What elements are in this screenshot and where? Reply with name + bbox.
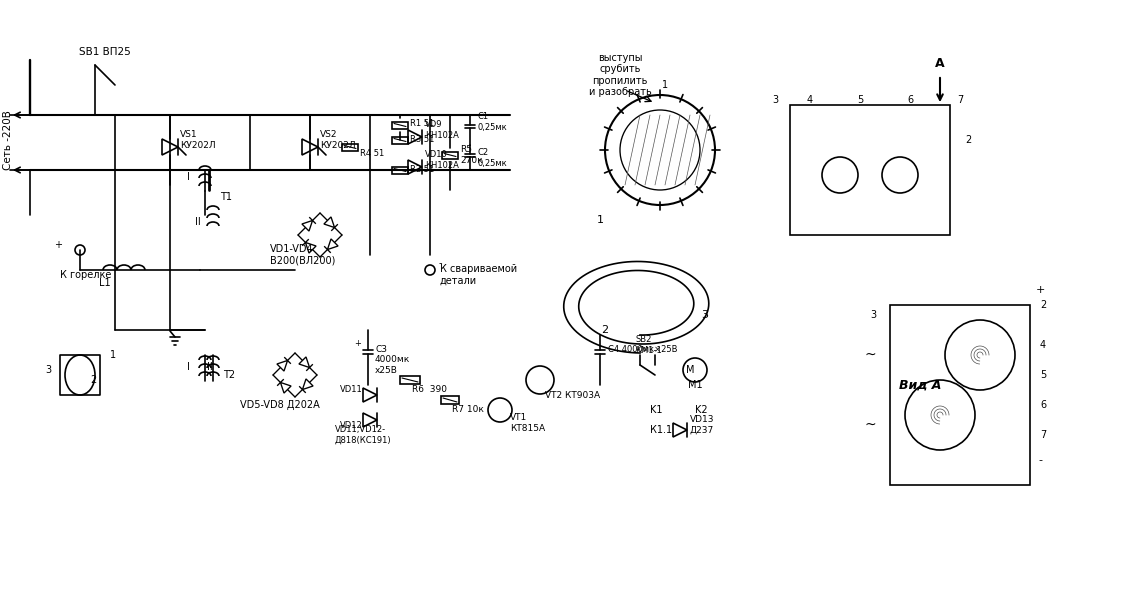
Text: VD10
КН102А: VD10 КН102А: [425, 150, 459, 169]
Text: VD13
Д237: VD13 Д237: [690, 415, 714, 435]
Text: T2: T2: [223, 370, 235, 380]
Text: выступы
срубить
пропилить
и разобрать: выступы срубить пропилить и разобрать: [589, 53, 651, 97]
Text: 3: 3: [772, 95, 778, 105]
Bar: [342, 143, 358, 151]
Text: R5
270к: R5 270к: [460, 145, 483, 165]
Bar: [393, 122, 408, 128]
Bar: [393, 166, 408, 174]
Text: +: +: [54, 240, 62, 250]
Text: 4: 4: [807, 95, 813, 105]
Text: 4: 4: [1040, 340, 1046, 350]
Bar: [790, 105, 950, 235]
Text: А: А: [935, 57, 945, 70]
Text: 3: 3: [45, 365, 51, 375]
Text: K1: K1: [650, 405, 662, 415]
Text: R4 51: R4 51: [360, 148, 385, 157]
Text: R2 51: R2 51: [409, 166, 434, 174]
Text: -: -: [439, 258, 442, 268]
Text: VD1-VD4
В200(ВЛ200): VD1-VD4 В200(ВЛ200): [270, 244, 335, 266]
Text: VT2 КТ903А: VT2 КТ903А: [545, 390, 600, 399]
Polygon shape: [299, 357, 309, 367]
Text: +: +: [1036, 285, 1045, 295]
Text: К свариваемой
детали: К свариваемой детали: [440, 264, 517, 286]
Text: 7: 7: [1040, 430, 1047, 440]
Text: VS2
КУ202Л: VS2 КУ202Л: [320, 130, 355, 149]
Text: SB1 ВП25: SB1 ВП25: [79, 47, 131, 57]
Polygon shape: [277, 361, 288, 371]
Text: M1: M1: [688, 380, 703, 390]
Text: -: -: [1038, 455, 1042, 465]
Text: II: II: [195, 217, 201, 227]
Text: Вид А: Вид А: [899, 379, 941, 391]
Text: 7: 7: [957, 95, 963, 105]
Text: 6: 6: [1040, 400, 1046, 410]
Text: II: II: [208, 362, 213, 372]
Bar: [400, 376, 420, 384]
Bar: [393, 137, 408, 143]
Text: R6  390: R6 390: [412, 385, 447, 394]
Text: L1: L1: [99, 278, 111, 288]
Text: M: M: [686, 365, 694, 375]
Text: VD11,VD12-
Д818(КС191): VD11,VD12- Д818(КС191): [335, 425, 391, 445]
Text: I: I: [187, 362, 190, 372]
Polygon shape: [327, 239, 338, 249]
Text: C4 4000мк×25В: C4 4000мк×25В: [608, 345, 678, 355]
Bar: [442, 151, 458, 159]
Polygon shape: [324, 217, 335, 227]
Text: K2: K2: [695, 405, 707, 415]
Text: VD9
КН102А: VD9 КН102А: [425, 120, 459, 140]
Text: C1
0,25мк: C1 0,25мк: [478, 113, 508, 132]
Text: ~: ~: [864, 348, 875, 362]
Text: К горелке: К горелке: [60, 270, 112, 280]
Text: 3: 3: [870, 310, 876, 320]
Text: R1 51: R1 51: [409, 120, 434, 128]
Text: R3 51: R3 51: [409, 136, 434, 145]
Text: 5: 5: [1040, 370, 1047, 380]
Text: 3: 3: [702, 310, 708, 320]
Text: T1: T1: [220, 192, 232, 202]
Bar: [441, 396, 459, 404]
Text: VS1
КУ202Л: VS1 КУ202Л: [180, 130, 215, 149]
Text: К1.1: К1.1: [650, 425, 672, 435]
Text: 2: 2: [90, 375, 96, 385]
Bar: [890, 305, 1030, 485]
Text: 1: 1: [597, 215, 603, 225]
Polygon shape: [302, 379, 314, 390]
Text: VT1
КТ815А: VT1 КТ815А: [510, 413, 545, 433]
Text: 1: 1: [662, 80, 668, 90]
Text: 2: 2: [964, 135, 971, 145]
Text: 5: 5: [857, 95, 863, 105]
Text: VD12: VD12: [340, 420, 363, 430]
Polygon shape: [302, 220, 312, 231]
Text: R7 10к: R7 10к: [452, 405, 484, 414]
Polygon shape: [306, 243, 316, 253]
Text: VD5-VD8 Д202А: VD5-VD8 Д202А: [240, 400, 319, 410]
Text: 6: 6: [907, 95, 913, 105]
Text: 2: 2: [601, 325, 609, 335]
Text: 2: 2: [1040, 300, 1047, 310]
Text: 1: 1: [111, 350, 116, 360]
Text: C3
4000мк
х25В: C3 4000мк х25В: [374, 345, 411, 375]
Text: SB2
КМ1-1: SB2 КМ1-1: [635, 335, 662, 355]
Text: C2
0,25мк: C2 0,25мк: [478, 148, 508, 168]
Text: +: +: [354, 339, 361, 348]
Text: I: I: [187, 172, 190, 182]
Text: VD11: VD11: [340, 385, 363, 394]
Text: Сеть -220В: Сеть -220В: [3, 110, 14, 170]
Polygon shape: [281, 382, 291, 393]
Text: ~: ~: [864, 418, 875, 432]
